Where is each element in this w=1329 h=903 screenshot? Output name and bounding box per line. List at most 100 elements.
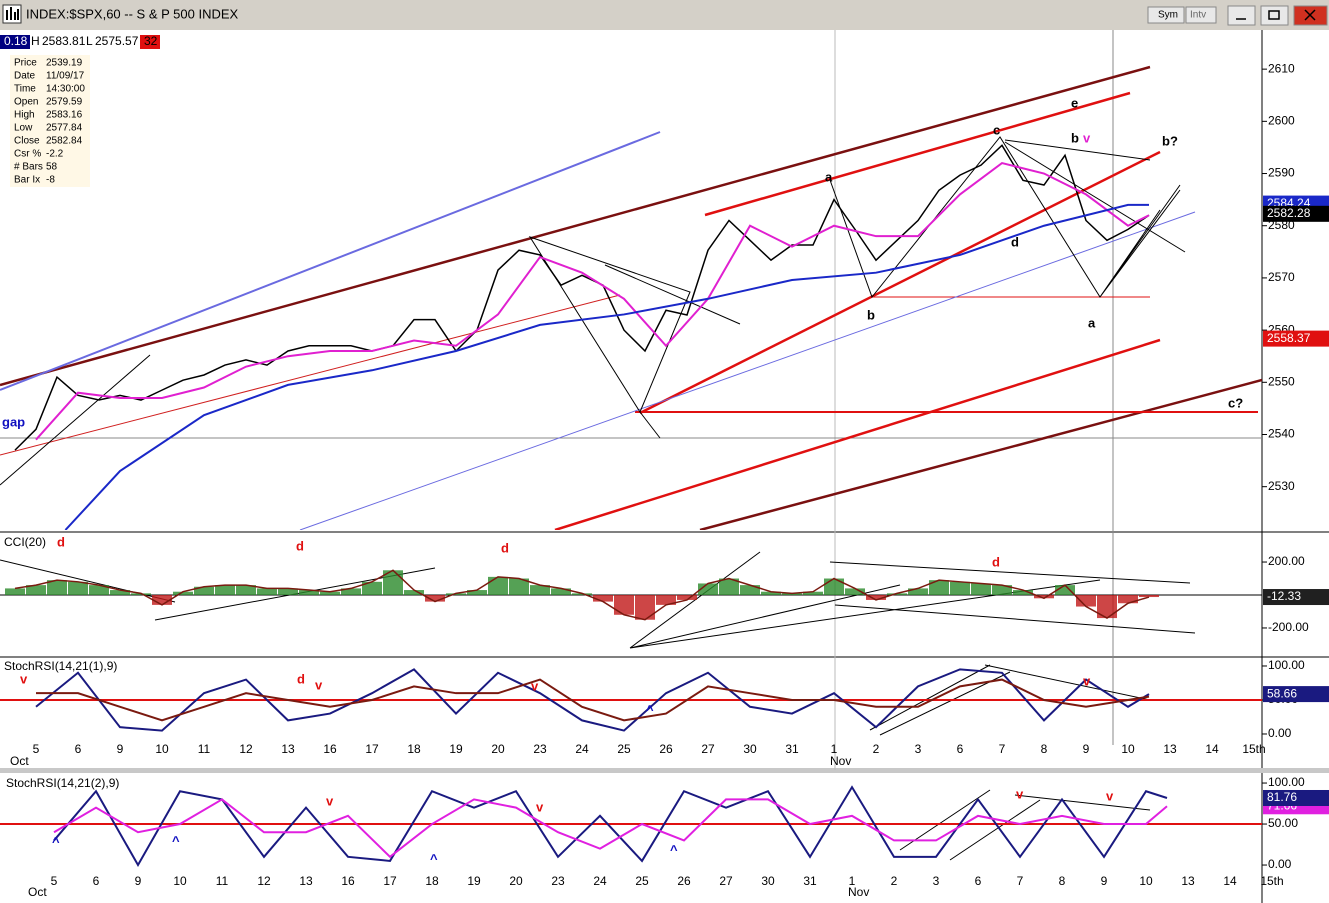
info-label: High (14, 110, 35, 121)
panel (0, 668, 1262, 732)
annotation: ^ (670, 842, 678, 857)
cci-bar (1055, 585, 1075, 595)
info-value: 14:30:00 (46, 84, 85, 95)
quote-low: 2575.57 (95, 34, 139, 48)
month-label: Nov (848, 885, 869, 899)
trendline (0, 136, 1186, 486)
info-label: Csr % (14, 149, 41, 160)
value-tag-label: 2558.37 (1267, 331, 1311, 345)
cci-bar (236, 585, 256, 595)
annotation: v (1106, 788, 1114, 803)
minimize-button[interactable] (1227, 5, 1256, 26)
info-value: -8 (46, 175, 55, 186)
x-tick-label: 19 (449, 742, 463, 756)
trendline (699, 378, 1262, 530)
x-tick-label: 26 (677, 874, 691, 888)
value-tag-label: -12.33 (1267, 589, 1301, 603)
x-tick-label: 16 (323, 742, 337, 756)
x-tick-label: 5 (33, 742, 40, 756)
info-label: Time (14, 84, 36, 95)
cci-bar (47, 580, 67, 595)
value-tag (1263, 205, 1329, 222)
x-tick-label: 31 (785, 742, 799, 756)
info-label: Price (14, 58, 37, 69)
cci-bar (908, 588, 928, 595)
cci-bar (1076, 595, 1096, 607)
x-tick-label: 13 (281, 742, 295, 756)
info-value: 2579.59 (46, 97, 83, 108)
panel-separator (0, 768, 1329, 773)
cci-bar (5, 588, 25, 595)
app-icon-glyph (6, 7, 19, 20)
cci-bar (257, 588, 277, 595)
y-tick-label: 2530 (1268, 479, 1295, 493)
annotation: v (1016, 786, 1024, 801)
panel (14, 144, 1150, 530)
trendline (0, 294, 621, 456)
x-tick-label: 15th (1242, 742, 1265, 756)
series-line (36, 678, 1150, 722)
y-tick-label: 2540 (1268, 427, 1295, 441)
annotation: gap (2, 414, 25, 429)
x-tick-label: 17 (383, 874, 397, 888)
info-value: 2577.84 (46, 123, 83, 134)
annotation: ^ (52, 834, 60, 849)
month-label: Nov (830, 754, 851, 768)
series-line (35, 668, 1150, 732)
maximize-button[interactable] (1260, 5, 1289, 26)
trendline (704, 91, 1131, 217)
info-label: Close (14, 136, 40, 147)
y-tick-label: -200.00 (1268, 620, 1309, 634)
x-tick-label: 9 (1101, 874, 1108, 888)
x-tick-label: 5 (51, 874, 58, 888)
annotation: d (297, 671, 305, 686)
x-tick-label: 6 (93, 874, 100, 888)
annotation: b? (1162, 133, 1178, 148)
quote-change: 0.18 (4, 34, 28, 48)
month-label: Oct (10, 754, 29, 768)
x-tick-label: 14 (1205, 742, 1219, 756)
x-tick-label: 8 (1059, 874, 1066, 888)
annotation: d (501, 540, 509, 555)
trendline (0, 131, 661, 391)
series-line (64, 203, 1149, 530)
cci-bar (656, 595, 676, 605)
cci-bar (110, 590, 130, 595)
info-value: -2.2 (46, 149, 64, 160)
annotation: d (992, 554, 1000, 569)
annotation: v (20, 671, 28, 686)
annotation: e (1071, 95, 1078, 110)
quote-high: 2583.81 (42, 34, 86, 48)
cci-bar (803, 591, 823, 595)
sym-button[interactable] (1147, 6, 1185, 24)
panel-title: CCI(20) (4, 535, 46, 549)
annotation: v (315, 677, 323, 692)
x-tick-label: 15th (1260, 874, 1283, 888)
x-tick-label: 7 (1017, 874, 1024, 888)
x-tick-label: 2 (873, 742, 880, 756)
x-tick-label: 9 (1083, 742, 1090, 756)
cci-bar (530, 585, 550, 595)
x-tick-label: 20 (509, 874, 523, 888)
annotation: ^ (172, 833, 180, 848)
x-tick-label: 30 (743, 742, 757, 756)
window-button-glyphs (1236, 9, 1316, 21)
cci-bar (1013, 590, 1033, 595)
month-label: Oct (28, 885, 47, 899)
series-line (53, 798, 1168, 859)
sym-label: Sym (1158, 10, 1178, 21)
intv-button[interactable] (1185, 6, 1217, 24)
annotation: v (1083, 130, 1091, 145)
x-tick-label: 25 (617, 742, 631, 756)
cci-bar (320, 591, 340, 595)
panel-title: StochRSI(14,21(1),9) (4, 659, 117, 673)
trendline (554, 338, 1161, 530)
x-tick-label: 23 (551, 874, 565, 888)
x-tick-label: 10 (173, 874, 187, 888)
x-tick-label: 13 (1181, 874, 1195, 888)
trendlines (0, 65, 1262, 530)
x-tick-label: 13 (299, 874, 313, 888)
cci-bar (299, 590, 319, 595)
annotation: v (326, 793, 334, 808)
x-tick-label: 26 (659, 742, 673, 756)
